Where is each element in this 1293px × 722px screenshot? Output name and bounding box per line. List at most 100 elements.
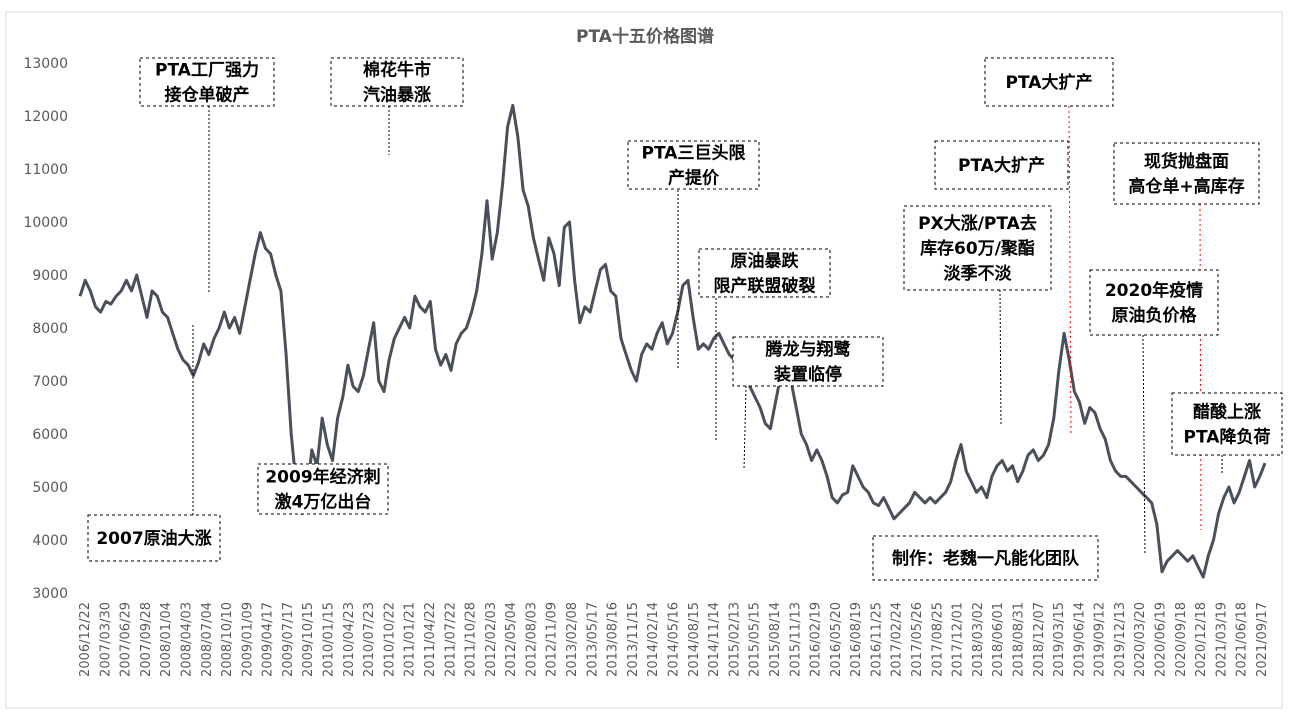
annotation-text: 淡季不淡 — [944, 263, 1013, 284]
pta-price-line — [78, 103, 1267, 579]
x-tick-label: 2019/03/15 — [1052, 602, 1067, 677]
annotation-text: 库存60万/聚酯 — [920, 238, 1035, 259]
x-tick-label: 2018/08/31 — [1011, 602, 1026, 677]
x-tick-label: 2009/01/09 — [240, 602, 255, 677]
x-tick-label: 2018/12/07 — [1032, 602, 1047, 677]
x-tick-label: 2014/08/15 — [687, 602, 702, 677]
annotation-box — [257, 463, 389, 515]
annotation-text: PX大涨/PTA去 — [918, 213, 1037, 234]
x-tick-label: 2017/05/26 — [910, 602, 925, 677]
x-tick-label: 2014/11/14 — [707, 602, 722, 677]
chart-frame — [5, 11, 1283, 709]
x-tick-label: 2011/10/28 — [464, 602, 479, 677]
x-tick-label: 2020/03/20 — [1133, 602, 1148, 677]
x-tick-label: 2021/03/19 — [1214, 602, 1229, 677]
x-tick-label: 2008/10/10 — [220, 602, 235, 677]
y-tick-label: 10000 — [23, 215, 68, 231]
x-tick-label: 2007/09/28 — [139, 602, 154, 677]
annotation-box — [139, 57, 275, 107]
x-tick-label: 2016/11/25 — [869, 602, 884, 677]
x-tick-label: 2013/02/08 — [565, 602, 580, 677]
annotation-a3: PTA大扩产 — [984, 57, 1114, 107]
x-tick-label: 2019/06/14 — [1072, 602, 1087, 677]
annotation-text: PTA三巨头限 — [642, 144, 746, 164]
annotation-text: 装置临停 — [773, 364, 842, 385]
x-tick-label: 2017/12/01 — [951, 602, 966, 677]
annotation-box — [1089, 269, 1219, 336]
annotation-text: 原油暴跌 — [731, 251, 800, 272]
annotation-box — [984, 57, 1114, 107]
x-tick-label: 2010/07/23 — [362, 602, 377, 677]
annotation-leaders — [192, 105, 1223, 556]
annotation-a5: PTA大扩产 — [934, 140, 1069, 190]
leader-line — [999, 289, 1002, 426]
x-tick-label: 2015/11/13 — [788, 602, 803, 677]
x-axis: 2006/12/22 2007/03/30 2007/06/29 2007/09/28… — [78, 602, 1270, 677]
x-tick-label: 2017/08/25 — [930, 602, 945, 677]
annotation-box — [934, 140, 1069, 190]
y-tick-label: 13000 — [23, 56, 68, 72]
x-tick-label: 2013/05/17 — [585, 602, 600, 677]
x-tick-label: 2012/02/03 — [484, 602, 499, 677]
y-tick-label: 6000 — [32, 427, 68, 443]
x-tick-label: 2016/02/19 — [809, 602, 824, 677]
x-tick-label: 2010/04/23 — [342, 602, 357, 677]
annotation-text: 2009年经济刺 — [265, 467, 380, 488]
x-tick-label: 2021/09/17 — [1255, 602, 1270, 677]
annotation-text: PTA大扩产 — [958, 155, 1045, 176]
leader-line-red — [1199, 203, 1202, 531]
y-tick-label: 9000 — [32, 268, 68, 284]
y-tick-label: 11000 — [23, 162, 68, 178]
x-tick-label: 2007/03/30 — [98, 602, 113, 677]
y-tick-label: 4000 — [32, 533, 68, 549]
annotation-text: 汽油暴涨 — [363, 85, 431, 106]
annotation-text: 产提价 — [668, 168, 720, 189]
x-tick-label: 2019/09/12 — [1093, 602, 1108, 677]
annotation-text: 2007原油大涨 — [96, 528, 211, 549]
chart-title: PTA十五价格图谱 — [576, 26, 714, 47]
annotation-text: 醋酸上涨 — [1193, 402, 1261, 423]
annotation-a13: 2007原油大涨 — [87, 514, 221, 562]
annotation-box — [903, 205, 1052, 291]
x-tick-label: 2008/01/04 — [159, 602, 174, 677]
y-tick-label: 3000 — [32, 586, 68, 602]
annotation-text: PTA降负荷 — [1184, 427, 1271, 448]
x-tick-label: 2010/01/15 — [322, 602, 337, 677]
x-tick-label: 2011/04/22 — [423, 602, 438, 677]
x-tick-label: 2015/08/14 — [768, 602, 783, 677]
annotation-box — [872, 535, 1099, 581]
y-tick-label: 12000 — [23, 109, 68, 125]
x-tick-label: 2013/08/16 — [606, 602, 621, 677]
annotation-text: 制作：老魏一凡能化团队 — [892, 548, 1080, 569]
leader-line — [1142, 334, 1146, 556]
x-tick-label: 2020/12/18 — [1194, 602, 1209, 677]
annotation-text: 接仓单破产 — [165, 85, 250, 106]
annotation-box — [732, 336, 884, 387]
x-tick-label: 2010/10/22 — [382, 602, 397, 677]
x-tick-label: 2014/05/16 — [667, 602, 682, 677]
x-tick-label: 2013/11/15 — [626, 602, 641, 677]
x-tick-label: 2018/06/01 — [991, 602, 1006, 677]
annotation-text: 现货抛盘面 — [1144, 151, 1229, 172]
annotation-box — [627, 140, 760, 190]
x-tick-label: 2016/08/19 — [849, 602, 864, 677]
x-tick-label: 2020/06/19 — [1154, 602, 1169, 677]
annotation-box — [330, 57, 464, 107]
y-axis: 3000 4000 5000 6000 7000 8000 9000 10000 11000 12… — [23, 56, 68, 602]
annotation-a14: 制作：老魏一凡能化团队 — [872, 535, 1099, 581]
x-tick-label: 2008/07/04 — [200, 602, 215, 677]
annotation-box — [1171, 392, 1283, 456]
annotation-text: 棉花牛市 — [363, 60, 431, 81]
annotation-text: PTA工厂强力 — [155, 60, 259, 81]
annotation-text: 腾龙与翔鹭 — [766, 339, 852, 360]
annotation-text: 高仓单+高库存 — [1128, 176, 1244, 197]
annotation-box — [698, 248, 831, 298]
x-tick-label: 2011/01/21 — [403, 602, 418, 677]
x-tick-label: 2015/02/13 — [727, 602, 742, 677]
